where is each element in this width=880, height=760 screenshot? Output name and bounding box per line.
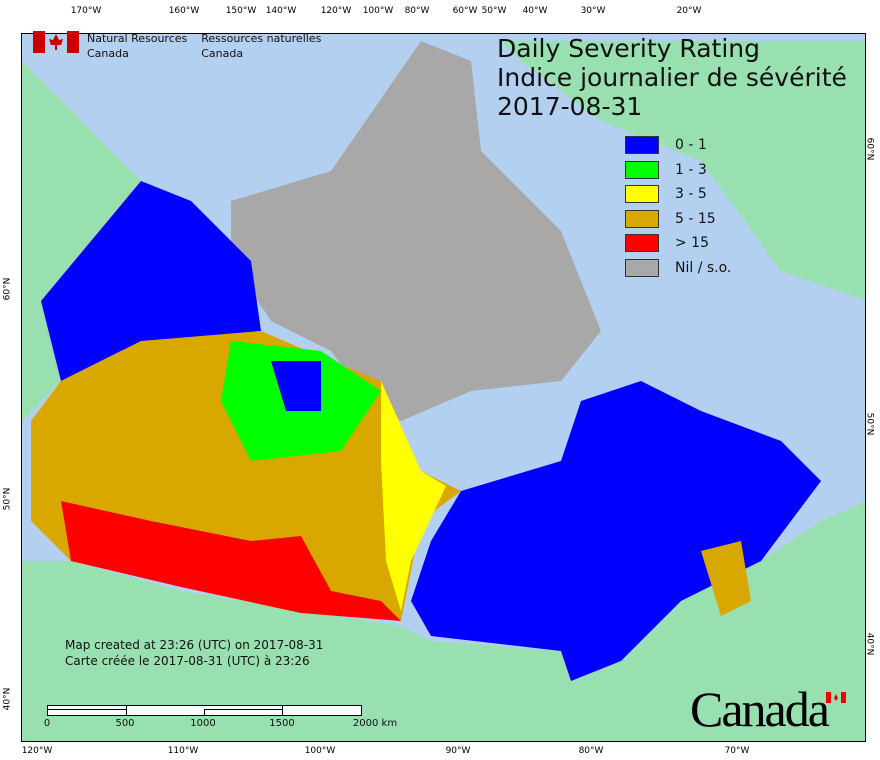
yukon-blue <box>41 181 261 381</box>
axis-tick-top: 30°W <box>580 6 606 16</box>
south-red <box>61 501 401 621</box>
wordmark-flag-icon <box>826 692 846 703</box>
legend-swatch <box>625 209 659 228</box>
created-fr: Carte créée le 2017-08-31 (UTC) à 23:26 <box>65 654 310 668</box>
legend-item: 0 - 1 <box>625 133 731 158</box>
axis-tick-left: 60°N <box>2 277 13 301</box>
scale-label: 1000 <box>190 718 216 729</box>
legend-label: > 15 <box>675 235 709 252</box>
legend-item: 5 - 15 <box>625 207 731 232</box>
title-en: Daily Severity Rating <box>497 34 761 63</box>
title-date: 2017-08-31 <box>497 92 643 121</box>
axis-tick-left: 50°N <box>2 487 13 511</box>
map-title: Daily Severity Rating Indice journalier … <box>497 34 847 121</box>
axis-tick-right: 60°N <box>864 137 875 161</box>
axis-tick-top: 50°W <box>481 6 507 16</box>
axis-tick-bottom: 100°W <box>304 746 336 756</box>
legend-swatch <box>625 185 659 204</box>
scale-label: 2000 km <box>352 718 398 729</box>
united-states <box>22 501 865 741</box>
axis-tick-top: 60°W <box>452 6 478 16</box>
created-en: Map created at 23:26 (UTC) on 2017-08-31 <box>65 638 324 652</box>
creation-note: Map created at 23:26 (UTC) on 2017-08-31… <box>65 637 323 669</box>
legend: 0 - 1 1 - 3 3 - 5 5 - 15 > 15 Nil / s.o. <box>625 133 731 280</box>
axis-tick-top: 20°W <box>676 6 702 16</box>
axis-tick-top: 80°W <box>404 6 430 16</box>
greenland <box>501 41 865 301</box>
nwt-blue <box>271 361 321 411</box>
axis-tick-top: 40°W <box>522 6 548 16</box>
axis-tick-bottom: 110°W <box>167 746 199 756</box>
agency-en: Natural Resources Canada <box>87 31 187 61</box>
legend-label: 5 - 15 <box>675 210 716 227</box>
east-blue <box>411 381 821 681</box>
axis-tick-bottom: 80°W <box>578 746 604 756</box>
canada-wordmark: Canada <box>690 681 830 737</box>
axis-tick-top: 170°W <box>70 6 102 16</box>
legend-item: 3 - 5 <box>625 182 731 207</box>
axis-tick-top: 150°W <box>225 6 257 16</box>
legend-item: Nil / s.o. <box>625 256 731 281</box>
axis-tick-top: 160°W <box>168 6 200 16</box>
maritimes-orange <box>701 541 751 616</box>
arctic-nil <box>231 41 601 421</box>
legend-label: Nil / s.o. <box>675 259 732 276</box>
scale-label: 1500 <box>269 718 295 729</box>
axis-tick-top: 100°W <box>362 6 394 16</box>
legend-label: 3 - 5 <box>675 186 707 203</box>
nrcan-signature: Natural Resources Canada Ressources natur… <box>33 31 321 61</box>
legend-label: 0 - 1 <box>675 137 707 154</box>
axis-tick-bottom: 120°W <box>21 746 53 756</box>
agency-fr-line: Canada <box>201 47 244 60</box>
title-fr: Indice journalier de sévérité <box>497 63 847 92</box>
scale-label: 0 <box>43 718 51 729</box>
axis-tick-right: 40°N <box>864 632 875 656</box>
legend-swatch <box>625 234 659 253</box>
axis-tick-top: 140°W <box>265 6 297 16</box>
scale-label: 500 <box>115 718 135 729</box>
legend-label: 1 - 3 <box>675 161 707 178</box>
agency-en-line: Natural Resources <box>87 32 188 45</box>
map-canvas <box>22 34 865 741</box>
legend-swatch <box>625 160 659 179</box>
legend-item: > 15 <box>625 231 731 256</box>
axis-tick-left: 40°N <box>2 687 13 711</box>
agency-fr: Ressources naturelles Canada <box>201 31 321 61</box>
axis-tick-bottom: 90°W <box>445 746 471 756</box>
legend-swatch <box>625 258 659 277</box>
scale-bar <box>47 705 362 716</box>
alaska <box>22 61 141 421</box>
map-frame <box>21 33 866 742</box>
agency-en-line: Canada <box>87 47 129 60</box>
legend-item: 1 - 3 <box>625 158 731 183</box>
canada-flag-icon <box>33 31 79 53</box>
axis-tick-bottom: 70°W <box>724 746 750 756</box>
axis-tick-top: 120°W <box>320 6 352 16</box>
axis-tick-right: 50°N <box>864 412 875 436</box>
agency-fr-line: Ressources naturelles <box>201 32 322 45</box>
legend-swatch <box>625 136 659 155</box>
manitoba-yellow <box>381 381 446 611</box>
